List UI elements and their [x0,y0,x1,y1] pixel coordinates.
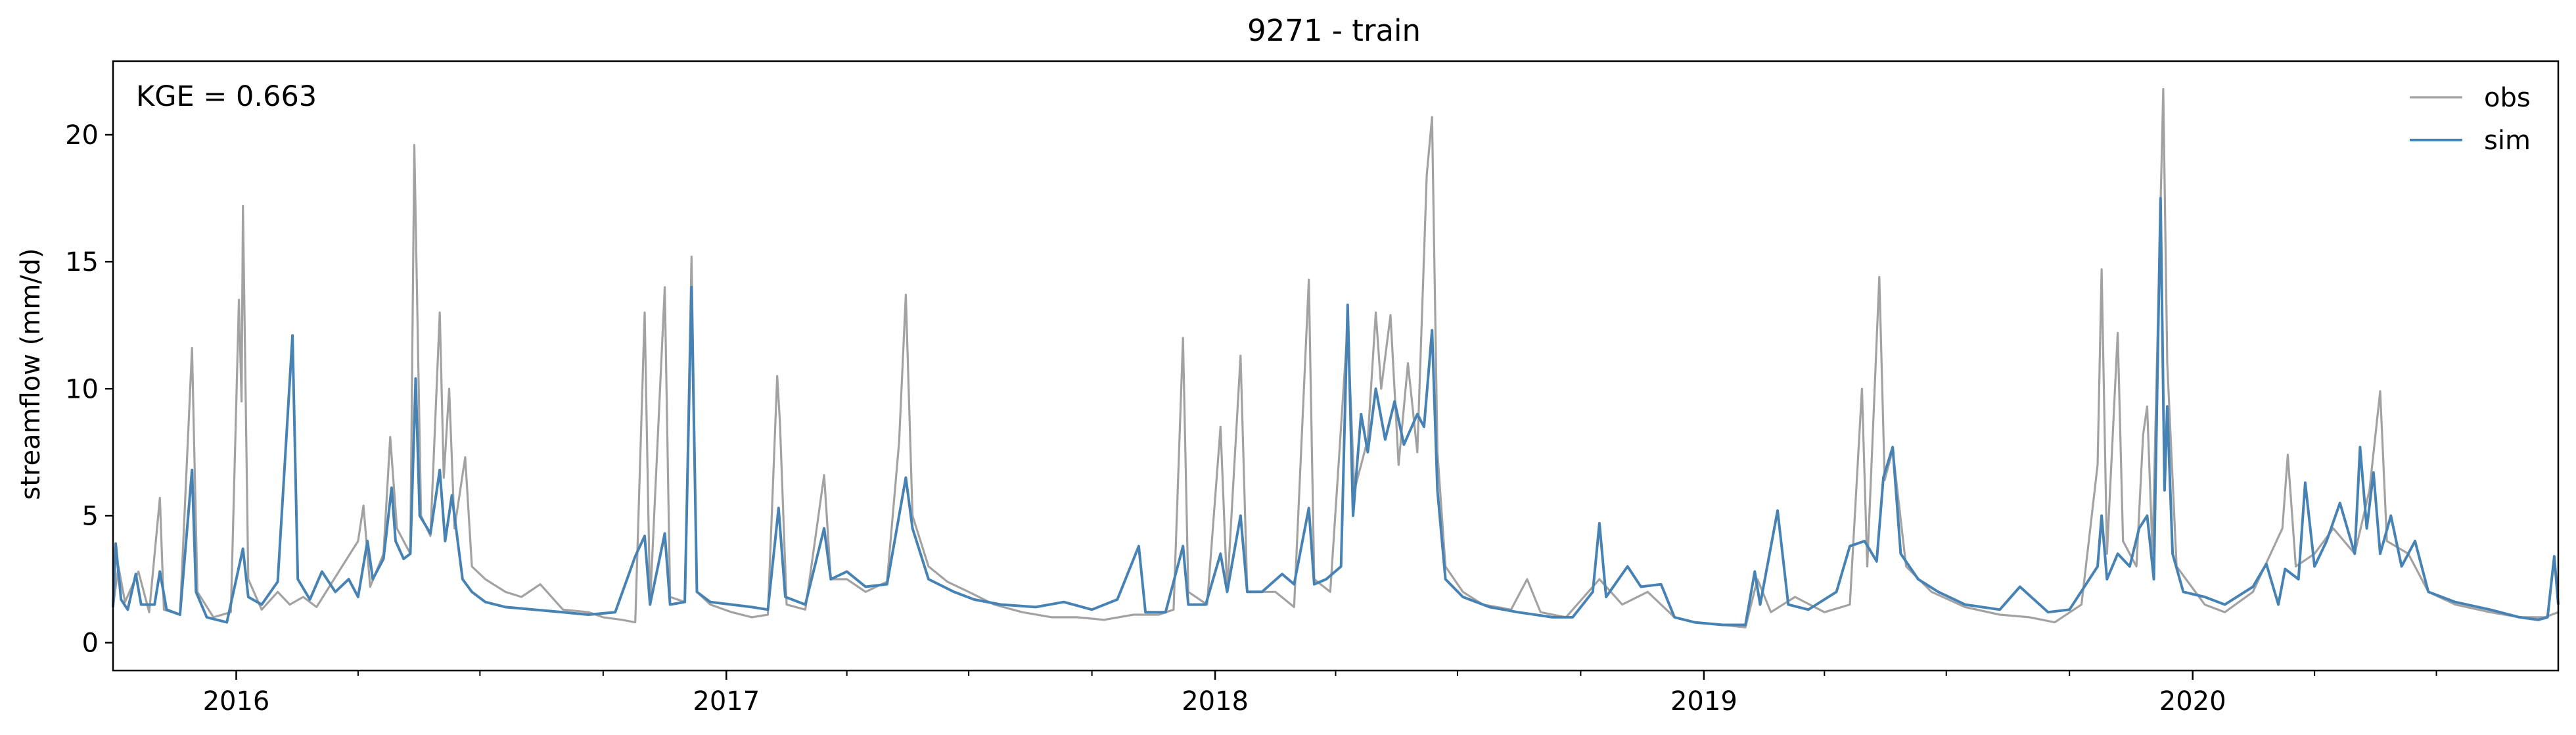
series-line-sim [112,197,2560,627]
legend: obs sim [2410,83,2531,156]
series-line-obs [112,87,2559,628]
x-tick-label: 2020 [2159,686,2226,717]
y-axis-label: streamflow (mm/d) [16,248,46,500]
x-tick-label: 2019 [1670,686,1737,717]
y-tick-label: 15 [65,247,99,277]
legend-label-obs: obs [2484,83,2531,113]
plot-frame [112,60,2560,672]
x-tick-label: 2017 [693,686,760,717]
y-tick-label: 5 [82,501,99,531]
x-tick-label: 2018 [1182,686,1249,717]
legend-label-sim: sim [2484,126,2531,156]
chart-title: 9271 - train [1247,13,1421,48]
kge-annotation: KGE = 0.663 [136,80,317,113]
y-tick-label: 10 [65,374,99,404]
plot-area: 0 5 10 15 20 2016 2017 2018 2019 2020 [65,60,2560,717]
y-tick-label: 0 [82,628,99,659]
y-tick-label: 20 [65,120,99,151]
x-tick-label: 2016 [203,686,270,717]
